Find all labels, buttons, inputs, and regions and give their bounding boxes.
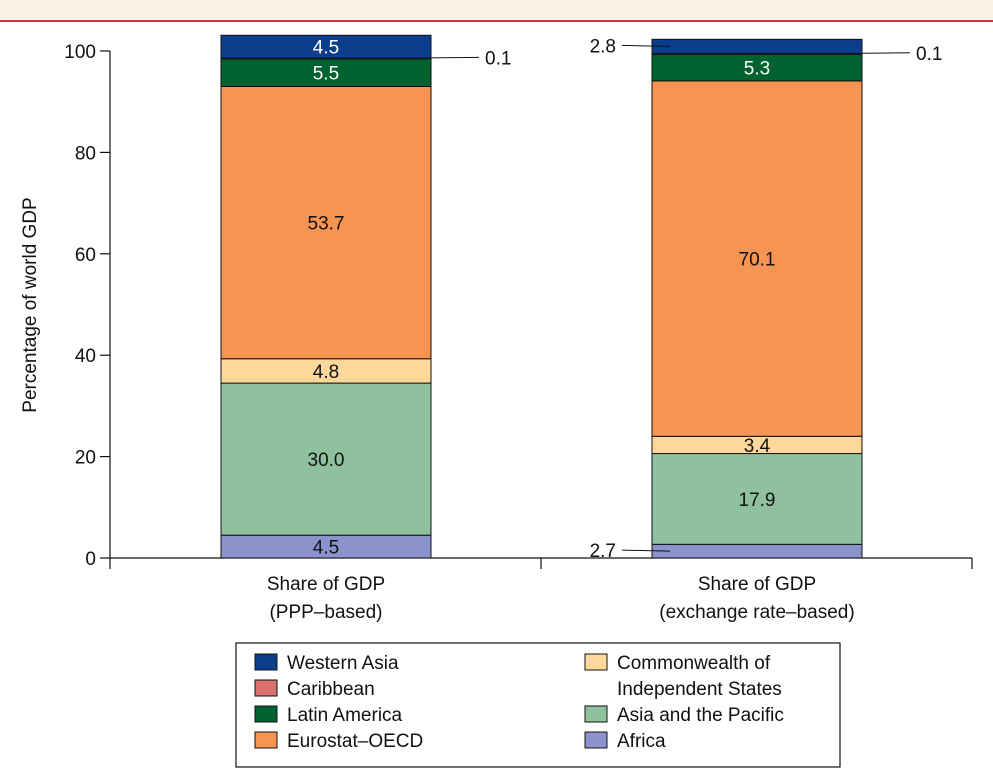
y-tick-label: 40 — [75, 346, 96, 367]
legend-label: Caribbean — [287, 679, 375, 700]
legend-swatch — [584, 705, 608, 723]
bar-segment — [220, 358, 432, 384]
y-tick-label: 100 — [64, 42, 96, 63]
bar-segment — [220, 34, 432, 59]
leader-line — [621, 549, 671, 552]
data-label: 4.8 — [313, 362, 339, 383]
data-label: 4.5 — [313, 38, 339, 59]
legend-label: Africa — [617, 731, 666, 752]
y-tick-label: 60 — [75, 245, 96, 266]
legend-swatch — [254, 679, 278, 697]
legend-label: Western Asia — [287, 653, 399, 674]
data-label: 53.7 — [308, 214, 345, 235]
bar-segment — [220, 382, 432, 536]
bar-segment — [220, 85, 432, 360]
legend-swatch — [254, 731, 278, 749]
x-category-label: (exchange rate–based) — [659, 602, 854, 623]
legend-swatch — [254, 653, 278, 671]
bar-segment — [651, 453, 863, 545]
data-label: 2.8 — [590, 36, 616, 57]
legend-swatch — [584, 731, 608, 749]
y-axis-label: Percentage of world GDP — [20, 197, 41, 412]
legend-swatch — [254, 705, 278, 723]
x-category-label: Share of GDP — [698, 574, 816, 595]
data-label: 70.1 — [739, 250, 776, 271]
x-category-label: Share of GDP — [267, 574, 385, 595]
legend-box — [235, 642, 841, 768]
bar-segment — [651, 38, 863, 55]
x-category-label: (PPP–based) — [269, 602, 382, 623]
data-label: 17.9 — [739, 490, 776, 511]
y-tick-label: 20 — [75, 448, 96, 469]
data-label: 3.4 — [744, 436, 771, 457]
y-tick-label: 80 — [75, 143, 96, 164]
legend-label: Eurostat–OECD — [287, 731, 423, 752]
header-band — [0, 0, 993, 22]
bar-segment — [651, 53, 863, 82]
legend-label: Commonwealth of — [617, 653, 771, 674]
bar-segment — [220, 58, 432, 87]
legend-label: Latin America — [287, 705, 403, 726]
data-label: 0.1 — [916, 44, 942, 65]
bar-segment — [651, 80, 863, 437]
y-tick-label: 0 — [85, 549, 96, 570]
data-label: 5.5 — [313, 64, 339, 85]
data-label: 30.0 — [308, 450, 345, 471]
data-label: 0.1 — [485, 48, 511, 69]
legend-label: Asia and the Pacific — [617, 705, 784, 726]
data-label: 5.3 — [744, 58, 770, 79]
data-label: 2.7 — [590, 541, 616, 562]
leader-line — [621, 44, 671, 47]
bar-segment — [651, 543, 863, 559]
legend-label: Independent States — [617, 679, 782, 700]
data-label: 4.5 — [313, 538, 339, 559]
legend-swatch — [584, 653, 608, 671]
